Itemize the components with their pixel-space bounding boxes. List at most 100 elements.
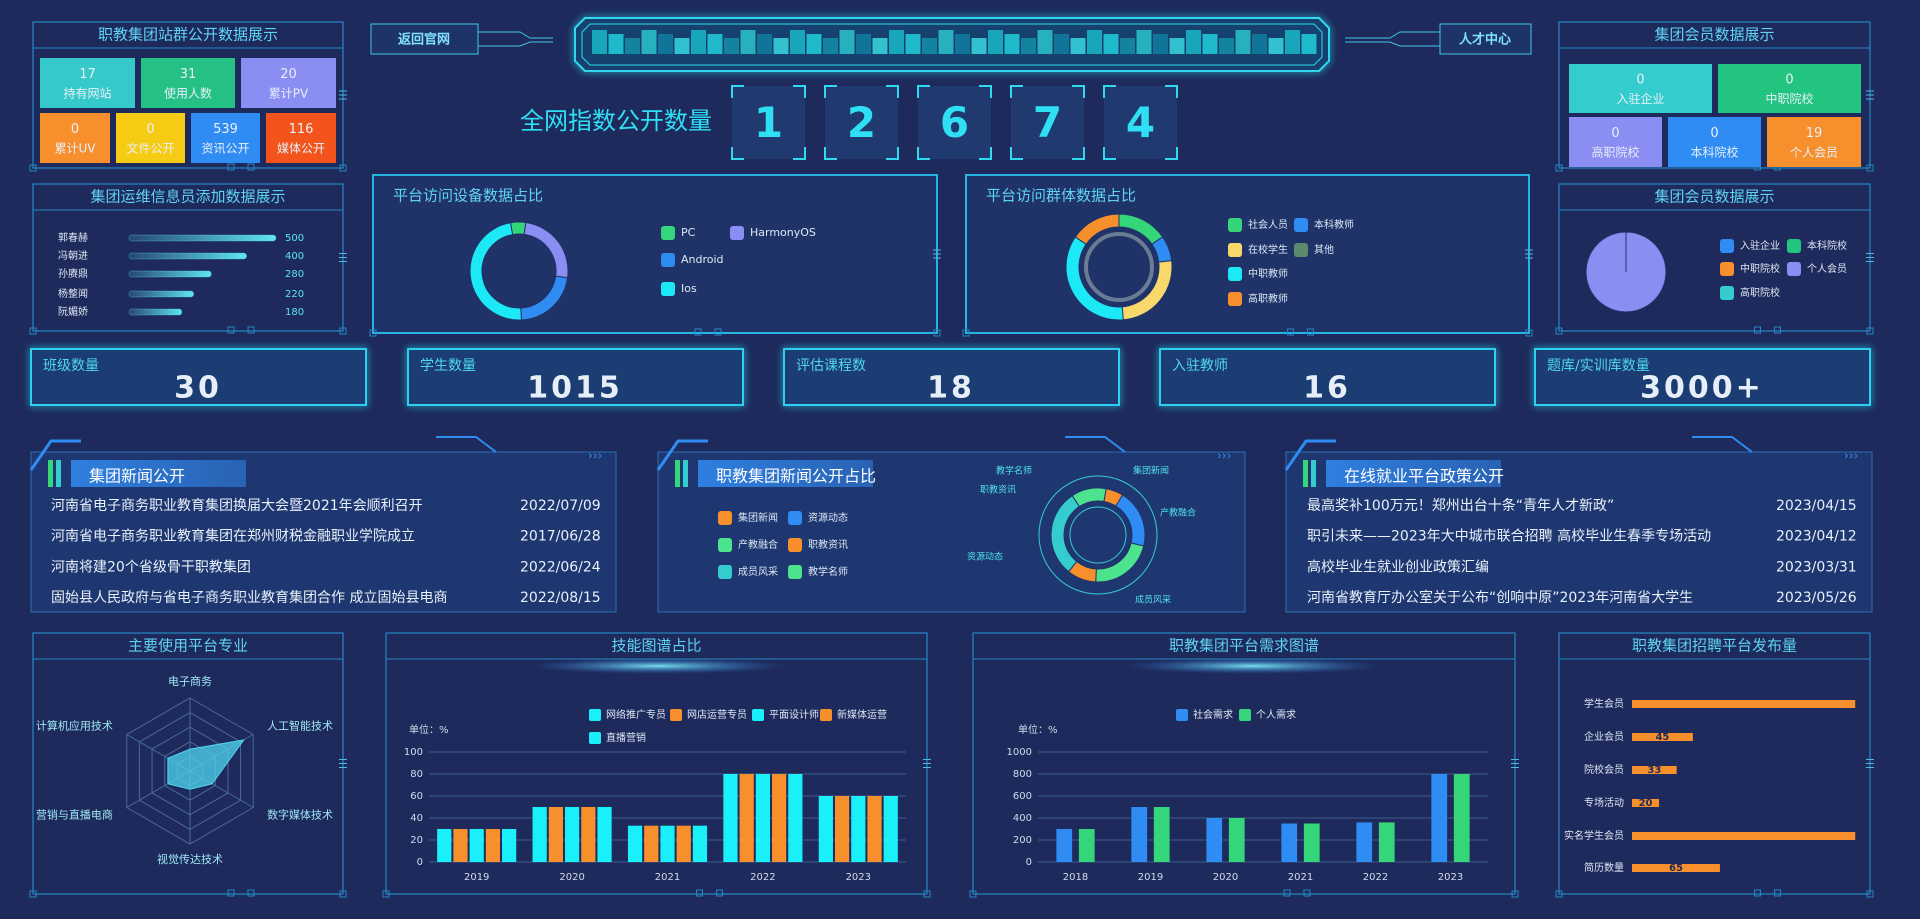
- value-label: 220: [285, 289, 304, 300]
- frame-knob: [227, 889, 235, 897]
- news-title[interactable]: 固始县人民政府与省电子商务职业教育集团合作 成立固始县电商: [51, 589, 447, 606]
- panel-title: 在线就业平台政策公开: [1344, 467, 1504, 486]
- x-tick-label: 2018: [1063, 872, 1088, 883]
- legend-swatch: [718, 538, 732, 552]
- legend-swatch: [1228, 218, 1242, 232]
- index-digit: 6: [940, 98, 969, 147]
- legend-label: 个人会员: [1807, 262, 1847, 275]
- panel-title: 职教集团站群公开数据展示: [98, 26, 278, 44]
- legend-swatch: [1228, 267, 1242, 281]
- tile-value: 0: [1636, 73, 1644, 88]
- bar: [1078, 829, 1095, 862]
- panel-title: 主要使用平台专业: [128, 637, 248, 655]
- nav-button-label[interactable]: 人才中心: [1459, 32, 1511, 48]
- legend-label: 本科教师: [1314, 218, 1354, 231]
- legend-label: 个人需求: [1256, 709, 1296, 721]
- frame-knob: [369, 329, 377, 337]
- radar-label: 数字媒体技术: [267, 808, 333, 822]
- title-mosaic: [1202, 34, 1218, 54]
- tile-value: 0: [1611, 126, 1619, 141]
- news-title[interactable]: 河南省电子商务职业教育集团在郑州财税金融职业学院成立: [51, 528, 415, 545]
- slice-label: 职教资讯: [980, 484, 1016, 496]
- nav-button-label[interactable]: 返回官网: [398, 32, 450, 48]
- x-tick-label: 2022: [1363, 872, 1388, 883]
- legend-label: 网络推广专员: [606, 708, 666, 721]
- x-tick-label: 2021: [1288, 872, 1313, 883]
- bar: [1632, 700, 1856, 708]
- stat-box: [30, 348, 367, 406]
- x-tick-label: 2023: [846, 872, 871, 883]
- index-digit: 4: [1126, 98, 1155, 147]
- frame-knob: [247, 326, 255, 334]
- digit-box: [825, 86, 898, 159]
- stat-tile: [40, 58, 135, 108]
- panel-deco: [1065, 436, 1126, 453]
- bar: [128, 290, 195, 298]
- news-title[interactable]: 河南将建20个省级骨干职教集团: [51, 558, 251, 575]
- y-tick-label: 院校会员: [1584, 763, 1624, 776]
- legend-swatch: [1720, 262, 1734, 276]
- bar: [1206, 818, 1223, 862]
- stat-tile: [241, 58, 336, 108]
- bar: [437, 829, 452, 862]
- nav-button[interactable]: [1439, 23, 1532, 55]
- tile-label: 媒体公开: [277, 142, 325, 156]
- header-deco: [478, 41, 553, 47]
- frame-knob: [923, 890, 931, 898]
- stat-value: 30: [174, 371, 222, 406]
- stat-tile: [1718, 64, 1861, 113]
- bar: [692, 825, 708, 862]
- news-title[interactable]: 高校毕业生就业创业政策汇编: [1307, 558, 1489, 575]
- title-mosaic: [839, 30, 855, 54]
- news-date: 2022/07/09: [520, 498, 601, 514]
- index-title: 全网指数公开数量: [520, 107, 712, 135]
- title-bar: [1326, 460, 1501, 487]
- legend-swatch: [589, 709, 601, 721]
- title-mosaic: [1235, 30, 1251, 54]
- y-tick-label: 0: [417, 857, 423, 868]
- news-title[interactable]: 最高奖补100万元！郑州出台十条“青年人才新政”: [1307, 497, 1614, 514]
- news-date: 2023/03/31: [1776, 559, 1857, 575]
- stat-tile: [116, 113, 185, 163]
- frame-knob: [29, 327, 37, 335]
- frame-knob: [339, 164, 347, 172]
- frame-knob: [694, 328, 702, 336]
- frame-knob: [1866, 890, 1874, 898]
- news-title[interactable]: 河南省电子商务职业教育集团换届大会暨2021年会顺利召开: [51, 497, 423, 514]
- slice-label: 集团新闻: [1133, 465, 1169, 477]
- stat-label: 学生数量: [420, 358, 476, 374]
- bar: [1632, 766, 1677, 774]
- y-tick-label: 60: [410, 791, 423, 802]
- frame-knob: [339, 890, 347, 898]
- title-stripe: [56, 460, 61, 487]
- value-label: 180: [285, 307, 304, 318]
- news-title[interactable]: 河南省教育厅办公室关于公布“创响中原”2023年河南省大学生: [1307, 589, 1693, 606]
- panel-title: 集团会员数据展示: [1654, 26, 1774, 44]
- frame-knob: [1555, 327, 1563, 335]
- legend-label: 产教融合: [738, 538, 778, 551]
- donut-outer-ring: [1038, 475, 1158, 595]
- donut-slice: [469, 222, 522, 321]
- legend-label: PC: [681, 226, 696, 239]
- value-label: 400: [285, 251, 304, 262]
- radar-label: 计算机应用技术: [36, 719, 113, 733]
- bar: [851, 796, 866, 862]
- legend-swatch: [1176, 709, 1188, 721]
- bar: [1378, 822, 1395, 862]
- news-title[interactable]: 职引未来——2023年大中城市联合招聘 高校毕业生春季专场活动: [1307, 528, 1711, 545]
- bar: [128, 252, 248, 260]
- bar: [1632, 733, 1693, 741]
- y-tick-label: 20: [410, 835, 423, 846]
- title-mosaic: [1252, 34, 1267, 54]
- tile-label: 资讯公开: [201, 142, 249, 156]
- value-label: 20: [1639, 798, 1653, 809]
- donut-inner-ring: [1084, 232, 1154, 302]
- digit-box: [732, 86, 805, 159]
- nav-button[interactable]: [370, 23, 479, 55]
- title-stripe: [1311, 460, 1316, 487]
- panel-title: 职教集团招聘平台发布量: [1632, 637, 1797, 655]
- panel-deco: [1692, 436, 1753, 453]
- y-tick-label: 冯朝进: [58, 250, 88, 262]
- header-deco: [1345, 31, 1440, 39]
- title-mosaic: [1021, 38, 1036, 54]
